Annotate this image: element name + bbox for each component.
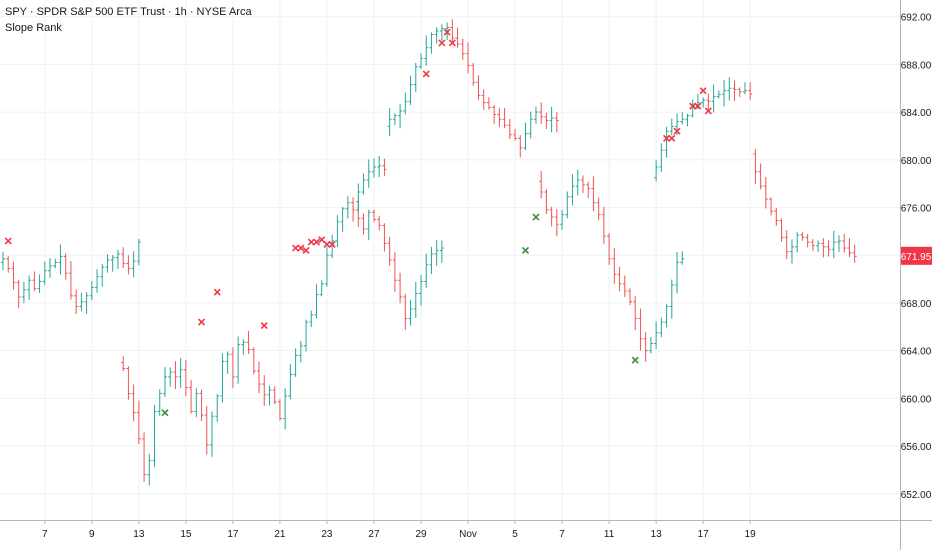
- time-tick-label: 27: [368, 529, 380, 540]
- sell-marker: [297, 244, 305, 252]
- sell-marker: [260, 322, 268, 330]
- sell-marker: [668, 134, 676, 142]
- time-tick-label: 7: [559, 529, 565, 540]
- time-tick-label: 19: [745, 529, 757, 540]
- sell-marker: [443, 28, 451, 36]
- time-tick-label: 13: [133, 529, 145, 540]
- marker-stroke: [448, 39, 456, 47]
- price-tick-label: 688.00: [901, 60, 932, 71]
- time-tick-label: 29: [415, 529, 427, 540]
- marker-stroke: [532, 213, 540, 221]
- time-tick-label: 15: [180, 529, 192, 540]
- last-price-tag: [901, 246, 932, 265]
- sell-marker: [673, 127, 681, 135]
- marker-stroke: [213, 288, 221, 296]
- price-tick-label: 656.00: [901, 442, 932, 453]
- marker-stroke: [323, 240, 331, 249]
- marker-stroke: [297, 244, 305, 252]
- marker-stroke: [328, 240, 336, 249]
- marker-stroke: [302, 246, 310, 255]
- sell-marker: [197, 318, 206, 326]
- sell-marker: [213, 288, 221, 296]
- chart-legend: SPY · SPDR S&P 500 ETF Trust · 1h · NYSE…: [5, 4, 252, 36]
- sell-marker: [292, 244, 300, 252]
- marker-stroke: [668, 134, 676, 142]
- sell-marker: [663, 134, 671, 142]
- sell-marker: [307, 238, 315, 246]
- buy-marker: [631, 356, 639, 364]
- sell-marker: [448, 39, 456, 47]
- price-tick-label: 676.00: [901, 204, 932, 215]
- marker-stroke: [663, 134, 671, 142]
- marker-stroke: [292, 244, 300, 252]
- sell-marker: [704, 107, 712, 115]
- symbol-title[interactable]: SPY · SPDR S&P 500 ETF Trust · 1h · NYSE…: [5, 6, 252, 18]
- marker-stroke: [521, 246, 530, 255]
- time-tick-label: 17: [698, 529, 710, 540]
- marker-stroke: [689, 102, 697, 110]
- buy-marker: [532, 213, 540, 221]
- price-tick-label: 668.00: [901, 299, 932, 310]
- marker-stroke: [312, 238, 321, 246]
- price-tick-label: 652.00: [901, 490, 932, 501]
- marker-stroke: [318, 236, 326, 244]
- price-tick-label: 680.00: [901, 156, 932, 167]
- price-tick-label: 664.00: [901, 347, 932, 358]
- indicator-name[interactable]: Slope Rank: [5, 22, 62, 34]
- slope-rank-markers: [4, 28, 712, 417]
- marker-stroke: [443, 28, 451, 36]
- marker-stroke: [307, 238, 315, 246]
- marker-stroke: [699, 87, 707, 95]
- marker-stroke: [704, 107, 712, 115]
- sell-marker: [4, 237, 12, 245]
- sell-marker: [694, 102, 702, 110]
- marker-stroke: [673, 127, 681, 135]
- sell-marker: [699, 87, 707, 95]
- time-tick-label: 9: [89, 529, 95, 540]
- marker-stroke: [631, 356, 639, 364]
- sell-marker: [323, 240, 331, 249]
- sell-marker: [312, 238, 321, 246]
- buy-marker: [161, 409, 169, 417]
- price-tick-label: 660.00: [901, 394, 932, 405]
- time-tick-label: 17: [227, 529, 239, 540]
- time-tick-label: 21: [274, 529, 286, 540]
- time-tick-label: 23: [321, 529, 333, 540]
- time-tick-label: 13: [651, 529, 663, 540]
- sell-marker: [422, 70, 430, 78]
- grid: [0, 0, 900, 520]
- sell-marker: [302, 246, 310, 255]
- last-price-label: 671.95: [901, 252, 932, 263]
- buy-marker: [521, 246, 530, 255]
- time-tick-label: Nov: [459, 529, 477, 540]
- marker-stroke: [161, 409, 169, 417]
- price-bars: [1, 19, 857, 486]
- time-tick-label: 5: [512, 529, 518, 540]
- sell-marker: [438, 39, 446, 47]
- time-tick-label: 7: [42, 529, 48, 540]
- marker-stroke: [422, 70, 430, 78]
- marker-stroke: [694, 102, 702, 110]
- sell-marker: [689, 102, 697, 110]
- price-tick-label: 684.00: [901, 108, 932, 119]
- price-tick-label: 692.00: [901, 13, 932, 24]
- sell-marker: [328, 240, 336, 249]
- time-tick-label: 11: [604, 529, 615, 540]
- marker-stroke: [197, 318, 206, 326]
- marker-stroke: [260, 322, 268, 330]
- marker-stroke: [4, 237, 12, 245]
- marker-stroke: [438, 39, 446, 47]
